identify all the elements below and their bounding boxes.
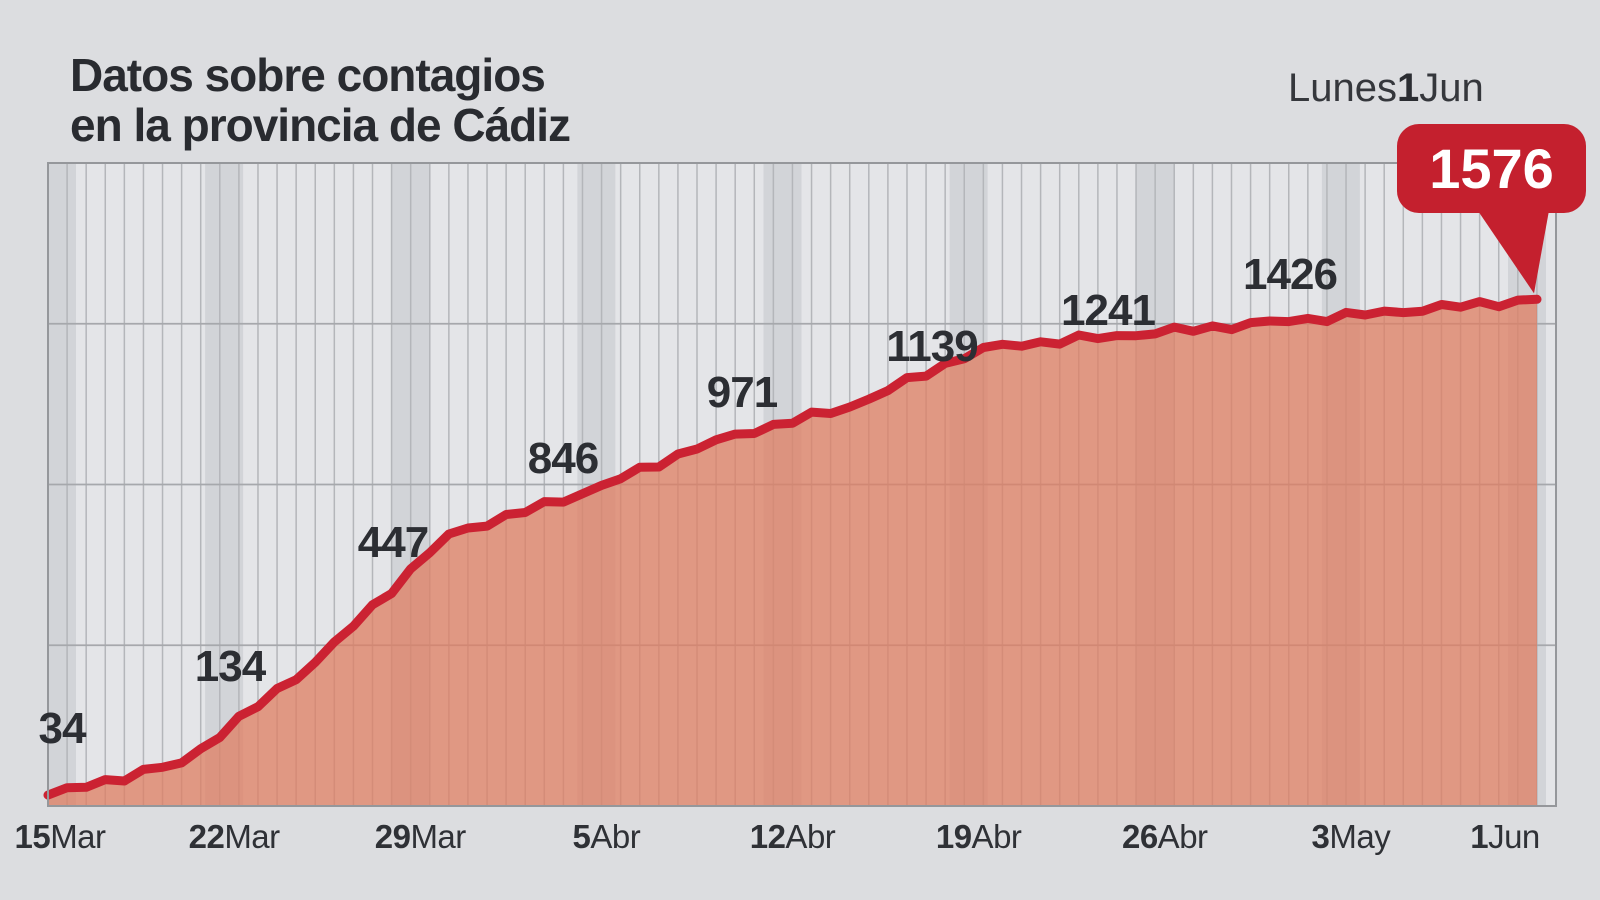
date-month: Jun — [1419, 66, 1484, 110]
point-label: 34 — [38, 704, 87, 753]
x-axis-label: 26Abr — [1122, 818, 1208, 856]
point-label: 1426 — [1243, 250, 1338, 299]
x-axis-label-day: 1 — [1470, 818, 1489, 855]
x-axis-label-day: 15 — [14, 818, 51, 855]
x-axis-label: 3May — [1312, 818, 1391, 856]
x-axis-label: 1Jun — [1470, 818, 1540, 856]
x-axis-label-day: 29 — [374, 818, 411, 855]
x-axis-label: 5Abr — [573, 818, 641, 856]
x-axis-label-month: Abr — [590, 818, 641, 855]
page-title-line2: en la provincia de Cádiz — [70, 99, 571, 151]
x-axis-label-month: May — [1329, 818, 1391, 855]
x-axis-label-month: Abr — [785, 818, 836, 855]
callout-tail — [1474, 205, 1550, 294]
x-axis-label-month: Abr — [1157, 818, 1208, 855]
x-axis-label-day: 22 — [188, 818, 225, 855]
point-label: 1241 — [1061, 286, 1156, 335]
x-axis-label-day: 5 — [572, 818, 591, 855]
callout-bubble: 1576 — [1397, 124, 1586, 213]
x-axis-label-day: 12 — [749, 818, 786, 855]
point-label: 134 — [194, 642, 266, 691]
x-axis-label: 29Mar — [374, 818, 467, 856]
x-axis-label-day: 26 — [1121, 818, 1158, 855]
page-title: Datos sobre contagios en la provincia de… — [70, 49, 571, 151]
x-axis-label-month: Mar — [410, 818, 466, 855]
point-label: 846 — [527, 434, 599, 483]
x-axis-label-month: Mar — [50, 818, 106, 855]
point-label: 1139 — [886, 322, 978, 371]
area-fill — [48, 303, 1537, 806]
callout-value: 1576 — [1429, 137, 1554, 200]
x-axis-label-month: Abr — [971, 818, 1022, 855]
x-axis-label: 12Abr — [750, 818, 836, 856]
x-axis-label-day: 3 — [1311, 818, 1330, 855]
data-line — [43, 294, 1542, 800]
point-label: 971 — [706, 368, 778, 417]
plot-border — [47, 162, 1557, 807]
x-axis-label-day: 19 — [935, 818, 972, 855]
date-day-number: 1 — [1396, 66, 1420, 110]
x-axis-label-month: Mar — [224, 818, 280, 855]
x-axis-label: 19Abr — [936, 818, 1022, 856]
x-axis-label-month: Jun — [1488, 818, 1540, 855]
x-axis-label: 15Mar — [14, 818, 106, 856]
date-day-name: Lunes — [1288, 66, 1397, 110]
x-axis-label: 22Mar — [188, 818, 281, 856]
page-title-line1: Datos sobre contagios — [70, 49, 546, 101]
date-label: Lunes1Jun — [1288, 66, 1484, 111]
point-label: 447 — [357, 518, 429, 567]
